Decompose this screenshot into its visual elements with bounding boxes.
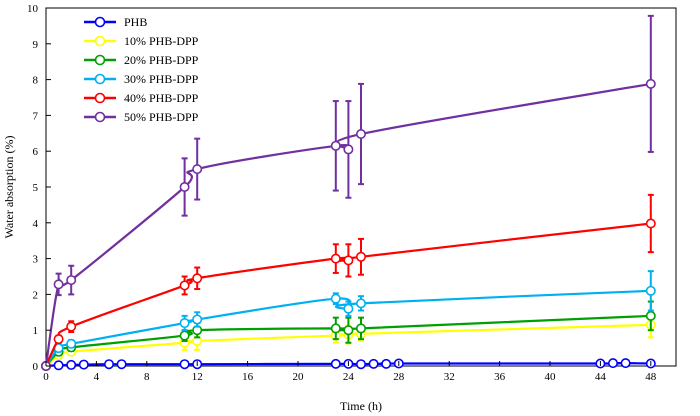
data-point [330, 358, 341, 369]
data-point [343, 255, 354, 266]
x-tick-label: 12 [192, 371, 203, 383]
data-point [355, 323, 366, 334]
data-point [78, 359, 89, 370]
data-point [179, 330, 190, 341]
y-tick-label: 2 [33, 289, 39, 301]
data-point [330, 323, 341, 334]
legend-item: 30% PHB-DPP [84, 72, 199, 86]
x-axis-title: Time (h) [340, 399, 382, 413]
y-tick-label: 4 [33, 218, 39, 230]
x-tick-label: 28 [393, 371, 405, 383]
legend-label: 40% PHB-DPP [124, 91, 199, 105]
series-4 [40, 193, 656, 371]
series-layer [40, 14, 656, 371]
data-point [330, 293, 341, 304]
y-tick-label: 1 [33, 325, 39, 337]
x-tick-label: 8 [144, 371, 150, 383]
y-tick-label: 0 [33, 361, 39, 373]
legend-item: 40% PHB-DPP [84, 91, 199, 105]
legend-swatch-marker [94, 111, 106, 123]
legend: PHB 10% PHB-DPP 20% PHB-DPP 30% PHB-DPP 40% … [84, 15, 199, 124]
data-point [645, 285, 656, 296]
y-tick-label: 3 [33, 254, 39, 266]
legend-item: 10% PHB-DPP [84, 34, 199, 48]
data-point [645, 78, 656, 89]
data-point [355, 298, 366, 309]
data-point [192, 314, 203, 325]
data-point [53, 360, 64, 371]
data-point [607, 358, 618, 369]
data-point [66, 321, 77, 332]
legend-swatch-marker [94, 92, 106, 104]
data-point [355, 129, 366, 140]
data-point [192, 273, 203, 284]
data-point [179, 359, 190, 370]
legend-label: 50% PHB-DPP [124, 110, 199, 124]
y-tick-label: 10 [27, 3, 39, 15]
legend-swatch-marker [94, 54, 106, 66]
legend-item: PHB [84, 15, 147, 29]
legend-label: 10% PHB-DPP [124, 34, 199, 48]
data-point [330, 253, 341, 264]
data-point [116, 359, 127, 370]
data-point [343, 144, 354, 155]
data-point [104, 359, 115, 370]
x-tick-label: 44 [595, 371, 607, 383]
y-tick-label: 8 [33, 75, 39, 87]
y-tick-label: 6 [33, 146, 39, 158]
data-point [645, 218, 656, 229]
legend-item: 50% PHB-DPP [84, 110, 199, 124]
data-point [66, 275, 77, 286]
series-line [45, 222, 651, 367]
x-tick-label: 32 [444, 371, 455, 383]
x-tick-label: 0 [43, 371, 49, 383]
data-point [330, 140, 341, 151]
data-point [179, 318, 190, 329]
x-tick-label: 16 [242, 371, 254, 383]
data-point [192, 164, 203, 175]
y-axis-title: Water absorption (%) [2, 136, 16, 239]
series-5 [40, 14, 656, 371]
x-tick-label: 4 [94, 371, 100, 383]
y-tick-label: 7 [33, 110, 39, 122]
x-tick-label: 48 [645, 371, 657, 383]
data-point [66, 338, 77, 349]
x-tick-label: 24 [343, 371, 355, 383]
y-tick-label: 9 [33, 39, 39, 51]
data-point [368, 358, 379, 369]
data-point [355, 251, 366, 262]
x-tick-label: 20 [293, 371, 305, 383]
data-point [179, 280, 190, 291]
x-tick-label: 40 [545, 371, 557, 383]
legend-label: 20% PHB-DPP [124, 53, 199, 67]
data-point [53, 334, 64, 345]
legend-label: PHB [124, 15, 147, 29]
data-point [53, 279, 64, 290]
data-point [645, 310, 656, 321]
data-point [179, 182, 190, 193]
data-point [343, 325, 354, 336]
data-point [66, 359, 77, 370]
legend-swatch-marker [94, 16, 106, 28]
data-point [355, 359, 366, 370]
data-point [620, 358, 631, 369]
x-tick-label: 36 [494, 371, 506, 383]
y-tick-label: 5 [33, 182, 39, 194]
data-point [343, 303, 354, 314]
legend-item: 20% PHB-DPP [84, 53, 199, 67]
legend-swatch-marker [94, 73, 106, 85]
legend-label: 30% PHB-DPP [124, 72, 199, 86]
legend-swatch-marker [94, 35, 106, 47]
data-point [381, 358, 392, 369]
